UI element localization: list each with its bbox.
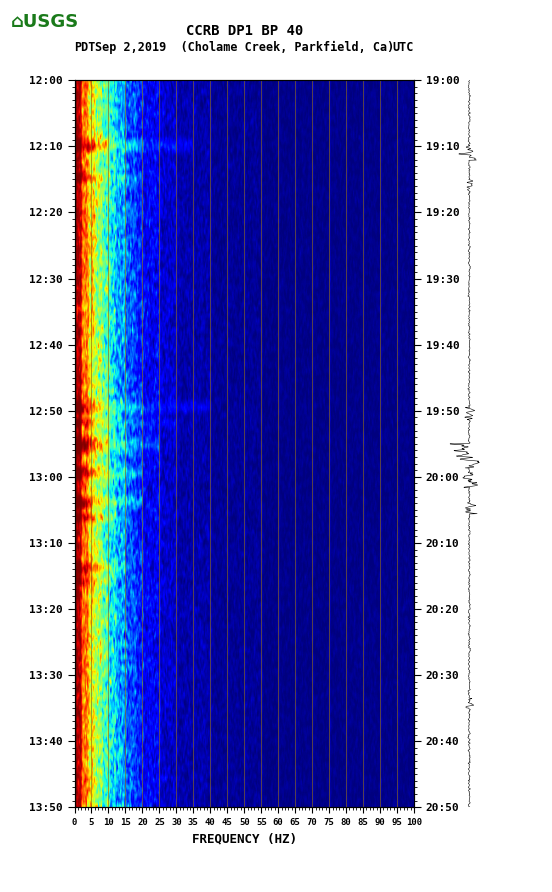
Text: UTC: UTC	[392, 41, 414, 54]
Text: ⌂USGS: ⌂USGS	[11, 13, 79, 31]
Text: PDT: PDT	[75, 41, 96, 54]
Text: CCRB DP1 BP 40: CCRB DP1 BP 40	[185, 24, 303, 38]
Text: Sep 2,2019  (Cholame Creek, Parkfield, Ca): Sep 2,2019 (Cholame Creek, Parkfield, Ca…	[94, 41, 394, 54]
X-axis label: FREQUENCY (HZ): FREQUENCY (HZ)	[192, 832, 297, 846]
